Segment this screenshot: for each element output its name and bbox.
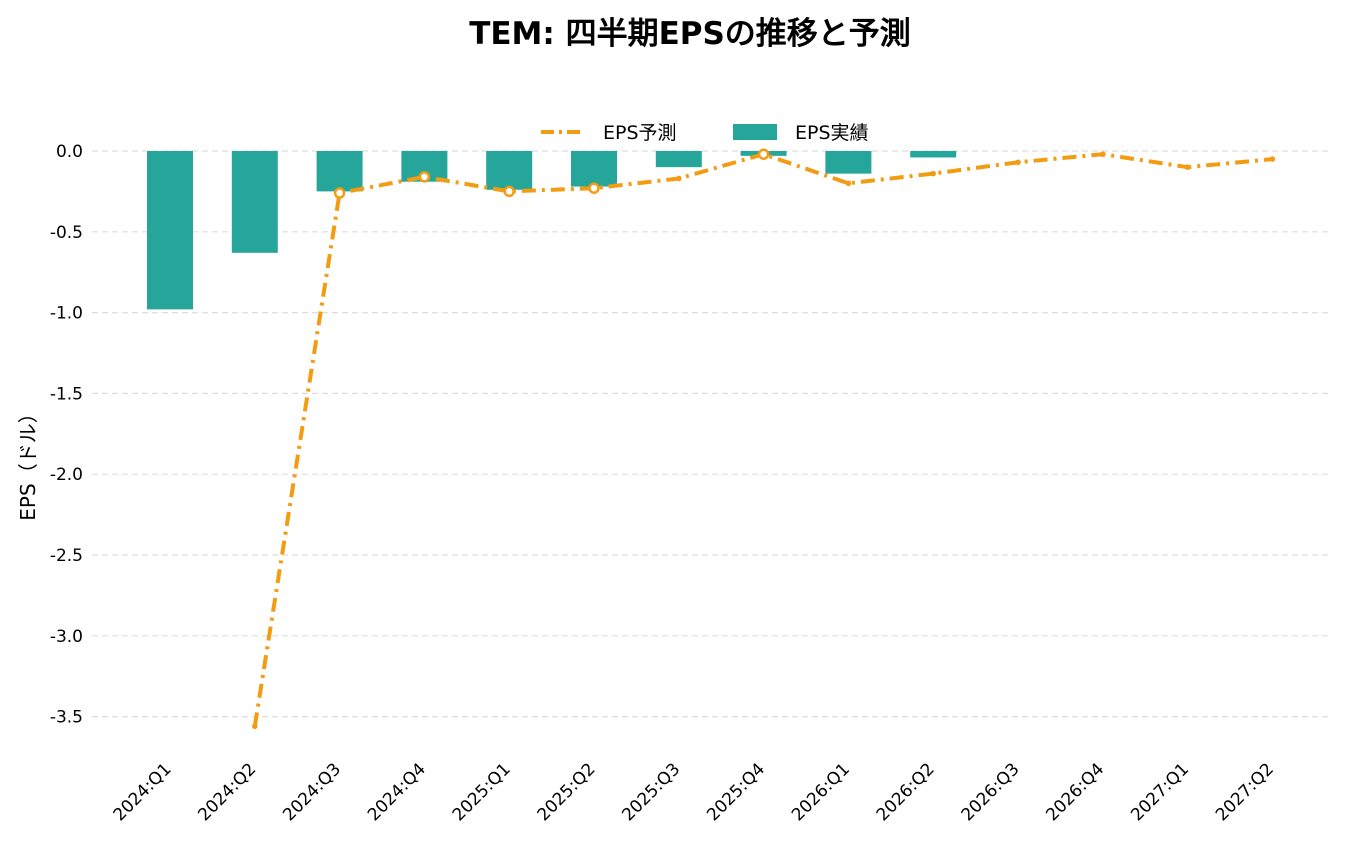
x-tick-label: 2025:Q3 bbox=[618, 759, 684, 825]
x-tick-label: 2027:Q2 bbox=[1212, 759, 1278, 825]
bar-2024:Q3 bbox=[316, 151, 363, 192]
x-tick-label: 2024:Q4 bbox=[364, 759, 430, 825]
x-tick-label: 2026:Q4 bbox=[1042, 759, 1108, 825]
actual-bars bbox=[147, 151, 957, 310]
forecast-point-2025:Q2 bbox=[588, 182, 600, 194]
x-tick-label: 2027:Q1 bbox=[1127, 759, 1193, 825]
x-tick-label: 2025:Q2 bbox=[534, 759, 600, 825]
x-tick-label: 2025:Q1 bbox=[449, 759, 515, 825]
bar-2024:Q2 bbox=[231, 151, 278, 253]
bar-2025:Q2 bbox=[571, 151, 617, 187]
y-tick-label: 0.0 bbox=[56, 142, 83, 162]
x-tick-label: 2026:Q1 bbox=[788, 759, 854, 825]
legend-forecast-label: EPS予測 bbox=[603, 122, 677, 144]
x-tick-label: 2024:Q2 bbox=[194, 759, 260, 825]
gridlines bbox=[92, 150, 1330, 718]
y-tick-label: -2.0 bbox=[50, 465, 83, 485]
y-tick-label: -1.5 bbox=[50, 384, 83, 404]
y-tick-label: -3.5 bbox=[50, 708, 83, 728]
forecast-point-2025:Q4 bbox=[757, 148, 770, 160]
forecast-point-2024:Q4 bbox=[418, 171, 431, 183]
forecast-line-path bbox=[252, 152, 1273, 727]
bar-2024:Q1 bbox=[147, 151, 193, 310]
forecast-line bbox=[252, 148, 1276, 730]
bar-2025:Q3 bbox=[655, 151, 702, 168]
forecast-point-2026:Q1 bbox=[845, 180, 852, 187]
x-tick-label: 2026:Q2 bbox=[873, 759, 939, 825]
x-tick-label: 2024:Q3 bbox=[279, 759, 345, 825]
forecast-point-2024:Q2 bbox=[252, 723, 258, 730]
bar-2026:Q1 bbox=[825, 151, 872, 174]
y-axis-label: EPS（ドル） bbox=[16, 403, 40, 520]
y-tick-label: -0.5 bbox=[50, 223, 83, 243]
bar-2026:Q2 bbox=[910, 151, 957, 158]
forecast-point-2027:Q1 bbox=[1184, 164, 1191, 170]
forecast-point-2024:Q3 bbox=[333, 187, 346, 199]
forecast-point-2026:Q4 bbox=[1100, 151, 1106, 158]
x-tick-label: 2024:Q1 bbox=[110, 759, 176, 825]
forecast-point-2026:Q3 bbox=[1015, 159, 1021, 166]
x-axis-ticks: 2024:Q1 2024:Q2 2024:Q3 2024:Q4 2025:Q1 2025:… bbox=[110, 759, 1278, 825]
y-axis-ticks: 0.0 -0.5 -1.0 -1.5 -2.0 -2.5 -3.0 -3.5 bbox=[50, 142, 83, 728]
forecast-point-2025:Q3 bbox=[676, 175, 682, 182]
legend: EPS予測 EPS実績 bbox=[541, 122, 869, 144]
y-tick-label: -2.5 bbox=[50, 546, 83, 566]
legend-actual-swatch bbox=[733, 124, 777, 140]
chart-title: TEM: 四半期EPSの推移と予測 bbox=[469, 16, 911, 52]
legend-actual-label: EPS実績 bbox=[795, 122, 869, 144]
x-tick-label: 2025:Q4 bbox=[703, 759, 769, 825]
bar-2025:Q1 bbox=[486, 151, 533, 190]
x-tick-label: 2026:Q3 bbox=[958, 759, 1024, 825]
forecast-point-2026:Q2 bbox=[930, 170, 936, 177]
forecast-point-2027:Q2 bbox=[1269, 156, 1276, 162]
y-tick-label: -3.0 bbox=[50, 627, 83, 647]
forecast-point-2025:Q1 bbox=[503, 185, 515, 198]
y-tick-label: -1.0 bbox=[50, 304, 83, 324]
